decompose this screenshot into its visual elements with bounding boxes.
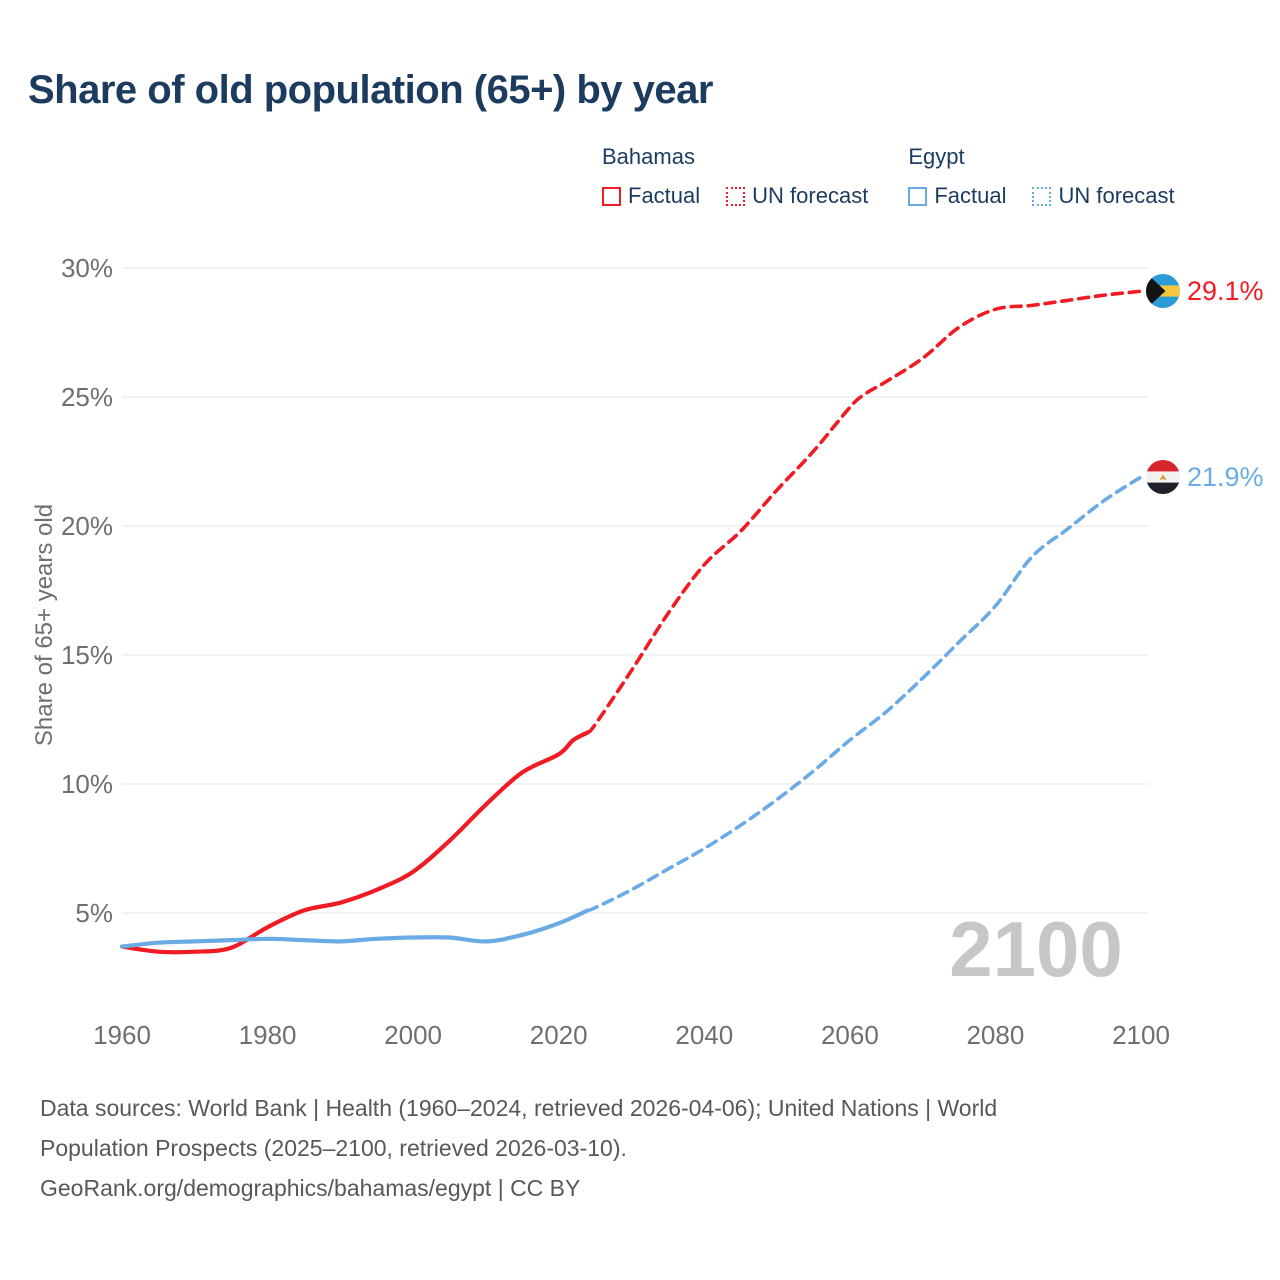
bahamas-un-forecast-line xyxy=(586,289,1143,735)
egypt-un-forecast-line xyxy=(586,475,1143,913)
dotted-swatch-icon xyxy=(726,186,746,206)
dotted-swatch-icon xyxy=(1032,186,1052,206)
y-tick-label: 30% xyxy=(61,253,113,283)
bahamas-end-value: 29.1% xyxy=(1187,275,1264,306)
y-tick-label: 20% xyxy=(61,511,113,541)
x-tick-label: 2100 xyxy=(1112,1020,1170,1050)
y-tick-label: 15% xyxy=(61,640,113,670)
x-tick-label: 2040 xyxy=(675,1020,733,1050)
legend-item-egypt-factual[interactable]: Factual xyxy=(908,183,1006,209)
bahamas-flag-icon xyxy=(1146,274,1180,308)
x-tick-label: 2060 xyxy=(821,1020,879,1050)
egypt-flag-icon xyxy=(1146,460,1180,494)
x-tick-label: 2080 xyxy=(966,1020,1024,1050)
legend: Bahamas Factual UN forecast Egypt Factual UN … xyxy=(602,144,1175,209)
legend-group-bahamas: Bahamas Factual UN forecast xyxy=(602,144,868,209)
y-tick-label: 10% xyxy=(61,769,113,799)
y-axis-title: Share of 65+ years old xyxy=(31,504,58,746)
footer-line-1: Data sources: World Bank | Health (1960–… xyxy=(40,1095,998,1121)
solid-swatch-icon xyxy=(908,186,928,206)
x-tick-label: 2020 xyxy=(530,1020,588,1050)
x-tick-label: 1960 xyxy=(93,1020,151,1050)
legend-item-label: UN forecast xyxy=(752,183,869,208)
data-sources-footer: Data sources: World Bank | Health (1960–… xyxy=(40,1088,997,1208)
x-tick-label: 1980 xyxy=(239,1020,297,1050)
legend-item-label: Factual xyxy=(628,183,701,208)
legend-item-egypt-un-forecast[interactable]: UN forecast xyxy=(1032,183,1175,209)
solid-swatch-icon xyxy=(602,186,621,206)
legend-item-label: Factual xyxy=(934,183,1007,208)
bahamas-factual-line xyxy=(119,730,590,955)
legend-group-title: Bahamas xyxy=(602,144,695,169)
bahamas-end-label: 29.1% xyxy=(1146,274,1264,308)
legend-group-title: Egypt xyxy=(908,144,965,169)
legend-item-label: UN forecast xyxy=(1058,183,1175,208)
egypt-end-value: 21.9% xyxy=(1187,461,1264,492)
legend-group-egypt: Egypt Factual UN forecast xyxy=(908,144,1175,209)
footer-line-3: GeoRank.org/demographics/bahamas/egypt |… xyxy=(40,1175,581,1201)
y-tick-label: 5% xyxy=(75,898,113,928)
legend-item-bahamas-factual[interactable]: Factual xyxy=(602,183,700,209)
y-tick-label: 25% xyxy=(61,382,113,412)
watermark-year: 2100 xyxy=(949,905,1123,993)
x-tick-label: 2000 xyxy=(384,1020,442,1050)
footer-line-2: Population Prospects (2025–2100, retriev… xyxy=(40,1135,627,1161)
egypt-end-label: 21.9% xyxy=(1146,460,1264,494)
chart-title: Share of old population (65+) by year xyxy=(28,68,713,112)
egypt-factual-line xyxy=(119,908,590,949)
legend-item-bahamas-un-forecast[interactable]: UN forecast xyxy=(726,183,868,209)
